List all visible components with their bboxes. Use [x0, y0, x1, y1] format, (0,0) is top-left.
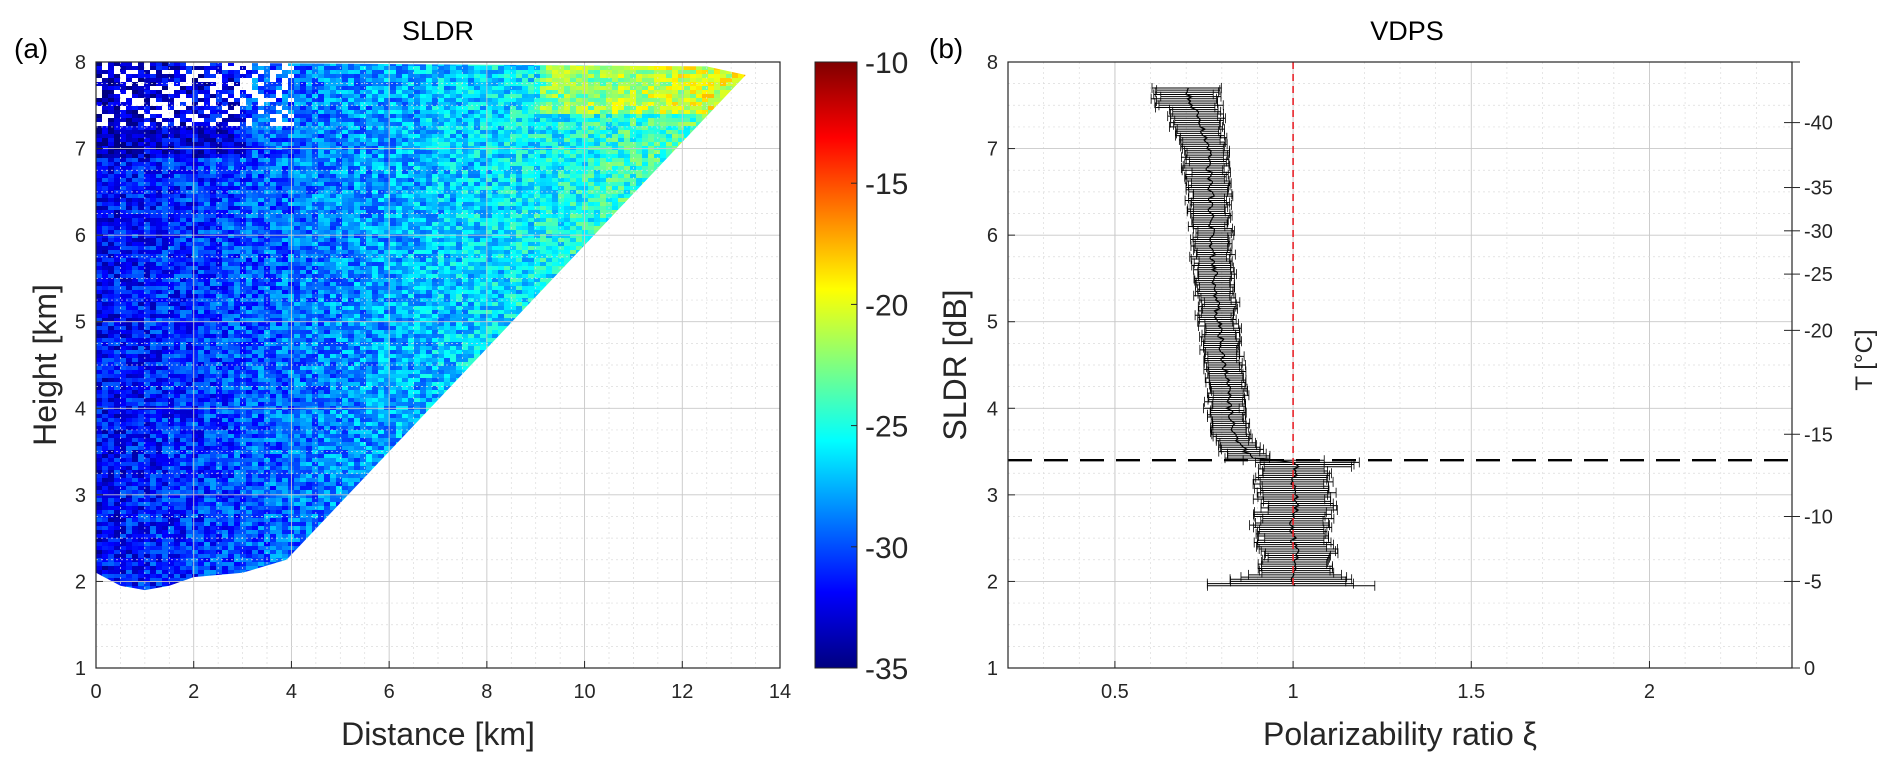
temperature-tick-label: -25 — [1804, 264, 1833, 286]
panel-b: (b) VDPS 0.5 1 1.5 2 1 2 3 4 5 6 7 8 0 -5 -10 -15 -20 -… — [929, 16, 1878, 752]
panel-b-temperature-ticks: 0 -5 -10 -15 -20 -25 -30 -35 -40 — [1784, 61, 1833, 680]
x-tick-label: 1 — [1288, 681, 1299, 703]
panel-b-y-ticks: 1 2 3 4 5 6 7 8 — [987, 52, 1015, 680]
x-tick-label: 0 — [90, 681, 101, 703]
colorbar-tick-label: -15 — [865, 168, 908, 201]
panel-b-ylabel: SLDR [dB] — [937, 289, 973, 440]
panel-a-title: SLDR — [402, 16, 474, 46]
y-tick-label: 4 — [987, 398, 998, 420]
y-tick-label: 1 — [987, 658, 998, 680]
y-tick-label: 6 — [75, 225, 86, 247]
x-tick-label: 10 — [573, 681, 595, 703]
y-tick-label: 2 — [75, 571, 86, 593]
colorbar-tick-label: -30 — [865, 532, 908, 565]
panel-label-b: (b) — [929, 33, 963, 64]
colorbar-tick-label: -10 — [865, 47, 908, 80]
x-tick-label: 0.5 — [1101, 681, 1129, 703]
colorbar-ticks: -35 -30 -25 -20 -15 -10 — [851, 47, 908, 686]
y-tick-label: 3 — [75, 485, 86, 507]
panel-b-axes-box — [1007, 61, 1793, 669]
y-tick-label: 4 — [75, 398, 86, 420]
temperature-tick-label: -15 — [1804, 424, 1833, 446]
colorbar — [814, 61, 858, 669]
y-tick-label: 8 — [75, 52, 86, 74]
panel-b-grid — [1008, 61, 1793, 669]
xi-mean-line — [1184, 87, 1301, 587]
x-tick-label: 6 — [384, 681, 395, 703]
temperature-tick-label: -10 — [1804, 507, 1833, 529]
panel-a-xlabel: Distance [km] — [341, 716, 535, 752]
temperature-tick-label: 0 — [1804, 658, 1815, 680]
y-tick-label: 6 — [987, 225, 998, 247]
x-tick-label: 2 — [188, 681, 199, 703]
colorbar-tick-label: -20 — [865, 289, 908, 322]
y-tick-label: 1 — [75, 658, 86, 680]
panel-b-x-ticks: 0.5 1 1.5 2 — [1101, 661, 1655, 703]
y-tick-label: 7 — [987, 139, 998, 161]
panel-a-y-ticks: 1 2 3 4 5 6 7 8 — [75, 52, 103, 680]
y-tick-label: 3 — [987, 485, 998, 507]
panel-label-a: (a) — [14, 33, 48, 64]
panel-b-y2label: T [°C] — [1851, 329, 1878, 390]
x-tick-label: 2 — [1644, 681, 1655, 703]
panel-b-title: VDPS — [1370, 16, 1444, 46]
x-tick-label: 4 — [286, 681, 297, 703]
colorbar-tick-label: -35 — [865, 653, 908, 686]
y-tick-label: 7 — [75, 139, 86, 161]
y-tick-label: 5 — [987, 312, 998, 334]
xi-profile — [1150, 82, 1376, 591]
y-tick-label: 5 — [75, 312, 86, 334]
x-tick-label: 1.5 — [1457, 681, 1485, 703]
colorbar-tick-label: -25 — [865, 411, 908, 444]
y-tick-label: 8 — [987, 52, 998, 74]
panel-a-x-ticks: 0 2 4 6 8 10 12 14 — [90, 661, 791, 703]
x-tick-label: 14 — [769, 681, 791, 703]
temperature-tick-label: -20 — [1804, 320, 1833, 342]
x-tick-label: 12 — [671, 681, 693, 703]
temperature-tick-label: -40 — [1804, 113, 1833, 135]
panel-a-axes-box — [95, 61, 781, 669]
y-tick-label: 2 — [987, 571, 998, 593]
panel-b-xlabel: Polarizability ratio ξ — [1263, 716, 1537, 752]
temperature-tick-label: -30 — [1804, 221, 1833, 243]
panel-b-reference-lines — [1008, 62, 1792, 586]
temperature-tick-label: -35 — [1804, 178, 1833, 200]
x-tick-label: 8 — [481, 681, 492, 703]
temperature-tick-label: -5 — [1804, 571, 1822, 593]
panel-a-ylabel: Height [km] — [27, 284, 63, 446]
